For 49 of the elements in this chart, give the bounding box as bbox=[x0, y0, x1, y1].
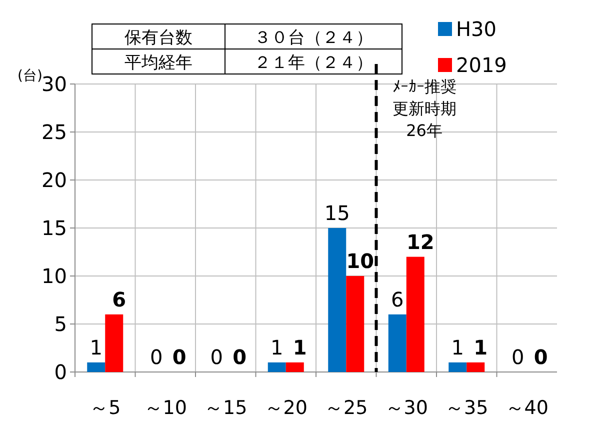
y-tick-label: 0 bbox=[54, 360, 67, 384]
y-tick-label: 25 bbox=[42, 120, 67, 144]
bar bbox=[105, 314, 124, 372]
y-tick-label: 30 bbox=[42, 72, 67, 96]
data-label: 12 bbox=[406, 230, 434, 254]
data-label: 0 bbox=[512, 345, 524, 369]
bar bbox=[466, 362, 485, 372]
y-axis-title: (台) bbox=[18, 68, 42, 84]
text: 保有台数 bbox=[124, 28, 192, 48]
legend-label: H30 bbox=[456, 17, 496, 41]
y-tick-label: 10 bbox=[42, 264, 67, 288]
data-label: 1 bbox=[292, 335, 307, 360]
ref-line-label: ﾒｰｶｰ推奨更新時期26年 bbox=[392, 77, 456, 140]
bar bbox=[448, 362, 467, 372]
data-label: 1 bbox=[90, 335, 102, 360]
data-label: 6 bbox=[391, 287, 404, 312]
y-tick-label: 15 bbox=[42, 216, 67, 240]
x-tick-label: ～10 bbox=[144, 397, 187, 419]
bar bbox=[87, 362, 106, 372]
x-tick-label: ～20 bbox=[264, 397, 308, 419]
text: 平均経年 bbox=[124, 53, 192, 73]
bar bbox=[406, 256, 424, 372]
x-tick-label: ～30 bbox=[384, 397, 428, 419]
text: ３０台（２４） bbox=[254, 28, 373, 48]
x-tick-label: ～40 bbox=[505, 397, 548, 419]
x-tick-label: ～5 bbox=[90, 397, 121, 419]
x-tick-label: ～35 bbox=[445, 397, 488, 419]
bar bbox=[268, 362, 286, 372]
x-tick-label: ～15 bbox=[204, 397, 248, 419]
data-label: 0 bbox=[534, 345, 548, 369]
data-label: 10 bbox=[346, 249, 374, 273]
bar bbox=[388, 314, 406, 372]
data-label: 0 bbox=[150, 345, 163, 369]
data-label: 15 bbox=[324, 201, 350, 225]
x-tick-label: ～25 bbox=[324, 397, 368, 419]
data-label: 0 bbox=[172, 345, 186, 369]
data-label: 0 bbox=[210, 345, 223, 369]
data-label: 1 bbox=[451, 335, 464, 360]
data-label: 1 bbox=[474, 335, 488, 360]
data-label: 0 bbox=[232, 345, 247, 369]
bar bbox=[346, 276, 364, 372]
y-tick-label: 20 bbox=[42, 168, 67, 192]
text: ２１年（２４） bbox=[254, 53, 373, 73]
bar bbox=[328, 228, 346, 372]
data-label: 6 bbox=[112, 287, 126, 312]
data-label: 1 bbox=[270, 335, 284, 360]
y-tick-label: 5 bbox=[54, 312, 67, 336]
bar bbox=[286, 362, 304, 372]
legend-label: 2019 bbox=[456, 53, 507, 77]
